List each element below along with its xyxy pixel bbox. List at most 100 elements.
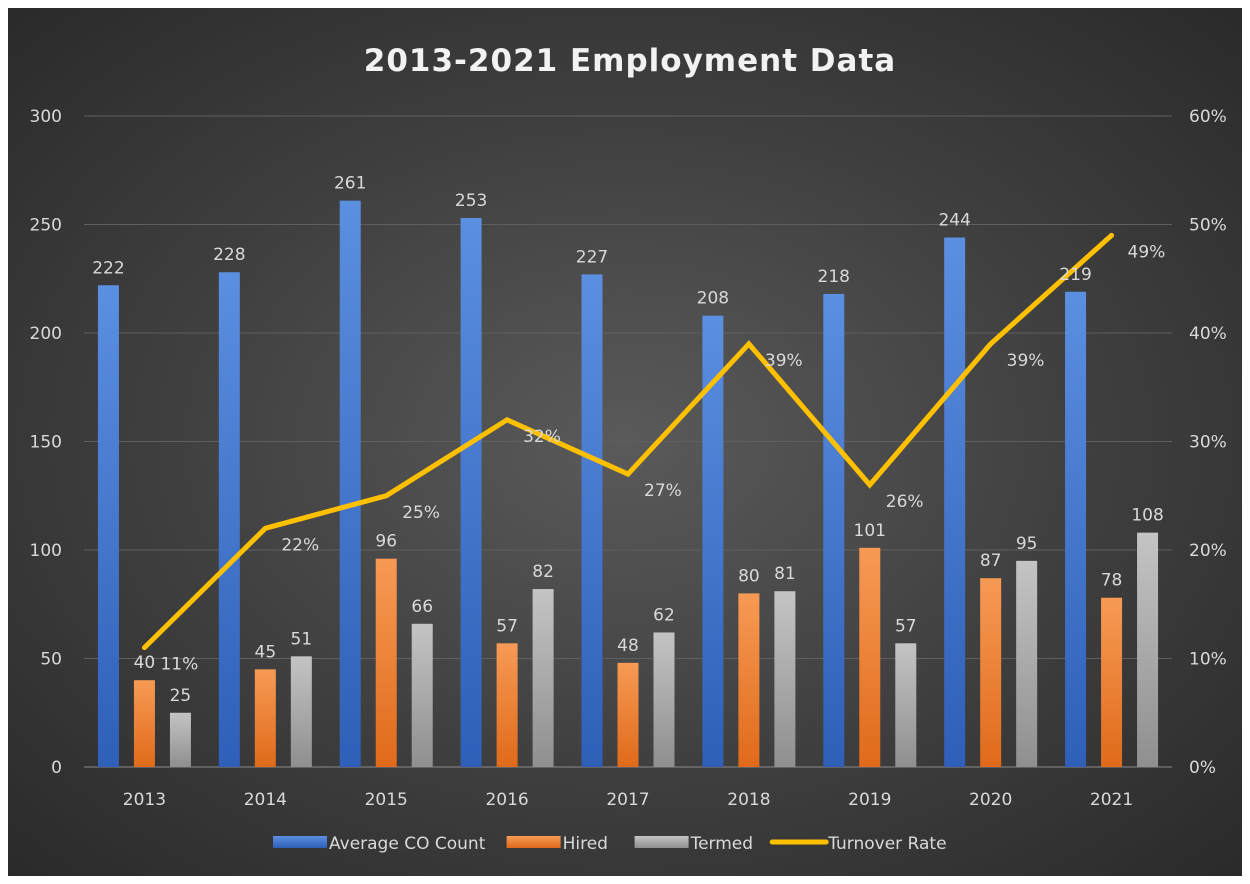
bar-average-co-count (218, 272, 240, 767)
bar-average-co-count (944, 237, 966, 767)
x-tick-label: 2019 (848, 790, 891, 810)
left-tick-label: 250 (30, 216, 62, 236)
label-turnover-rate: 39% (1007, 351, 1045, 371)
bar-average-co-count (702, 315, 724, 767)
label-termed: 81 (774, 564, 796, 584)
left-tick-label: 0 (51, 758, 62, 778)
bar-termed (290, 656, 312, 767)
x-tick-label: 2014 (244, 790, 287, 810)
right-tick-label: 60% (1189, 107, 1227, 127)
label-termed: 25 (170, 686, 192, 706)
label-average-co-count: 253 (455, 191, 487, 211)
bar-average-co-count (823, 293, 845, 767)
label-turnover-rate: 32% (523, 427, 561, 447)
x-tick-label: 2018 (727, 790, 770, 810)
bar-termed (169, 712, 191, 767)
label-hired: 45 (255, 642, 277, 662)
right-tick-label: 40% (1189, 324, 1227, 344)
label-hired: 96 (375, 532, 397, 552)
legend-average-co-count-swatch (273, 836, 327, 848)
bar-average-co-count (97, 285, 119, 767)
x-tick-label: 2020 (969, 790, 1012, 810)
right-axis-ticks: 0% 10% 20% 30% 40% 50% 60% (1189, 107, 1227, 778)
bar-termed (1137, 532, 1159, 767)
right-tick-label: 10% (1189, 650, 1227, 670)
chart-svg: 2013-2021 Employment Data 0 50 100 150 200 25… (30, 43, 1227, 854)
label-hired: 78 (1101, 571, 1123, 591)
label-turnover-rate: 27% (644, 481, 682, 501)
bar-hired (859, 547, 881, 767)
bar-average-co-count (581, 274, 603, 767)
label-termed: 108 (1131, 506, 1163, 526)
legend-turnover-rate-label: Turnover Rate (827, 834, 946, 854)
bar-hired (617, 662, 639, 767)
legend-termed-label: Termed (690, 834, 753, 854)
bar-termed (774, 591, 796, 767)
chart-title: 2013-2021 Employment Data (364, 43, 896, 79)
bar-hired (254, 669, 276, 767)
bar-hired (1101, 597, 1123, 767)
x-tick-label: 2021 (1090, 790, 1133, 810)
turnover-line (141, 232, 1115, 651)
left-tick-label: 50 (40, 650, 62, 670)
label-average-co-count: 261 (334, 174, 366, 194)
bar-hired (133, 680, 155, 767)
left-tick-label: 100 (30, 541, 62, 561)
bar-termed (895, 643, 917, 767)
label-termed: 62 (653, 605, 675, 625)
bar-termed (1016, 560, 1038, 767)
left-axis-ticks: 0 50 100 150 200 250 300 (30, 107, 62, 778)
x-tick-label: 2017 (606, 790, 649, 810)
label-average-co-count: 227 (576, 247, 608, 267)
label-hired: 48 (617, 636, 639, 656)
legend: Average CO Count Hired Termed Turnover Rate (273, 834, 947, 854)
x-tick-label: 2016 (485, 790, 528, 810)
label-termed: 82 (532, 562, 554, 582)
x-tick-label: 2015 (365, 790, 408, 810)
right-tick-label: 0% (1189, 758, 1216, 778)
label-termed: 95 (1016, 534, 1038, 554)
legend-termed-swatch (634, 836, 689, 848)
bars (97, 200, 1159, 768)
label-average-co-count: 244 (938, 211, 970, 231)
left-tick-label: 200 (30, 324, 62, 344)
right-tick-label: 30% (1189, 433, 1227, 453)
label-termed: 51 (291, 629, 313, 649)
label-turnover-rate: 39% (765, 351, 803, 371)
label-average-co-count: 218 (818, 267, 850, 287)
left-tick-label: 150 (30, 433, 62, 453)
label-hired: 80 (738, 566, 760, 586)
bar-hired (496, 643, 518, 767)
bar-average-co-count (1065, 291, 1087, 767)
legend-average-co-count-label: Average CO Count (329, 834, 486, 854)
chart-frame: 2013-2021 Employment Data 0 50 100 150 200 25… (8, 8, 1242, 876)
bar-termed (653, 632, 675, 767)
right-tick-label: 20% (1189, 541, 1227, 561)
label-average-co-count: 219 (1059, 265, 1091, 285)
label-turnover-rate: 22% (281, 535, 319, 555)
legend-hired-swatch (506, 836, 561, 848)
bar-termed (411, 623, 433, 767)
label-turnover-rate: 49% (1128, 242, 1166, 262)
bar-average-co-count (339, 200, 361, 767)
x-tick-label: 2013 (123, 790, 166, 810)
label-turnover-rate: 26% (886, 492, 924, 512)
label-hired: 101 (854, 521, 886, 541)
label-hired: 57 (496, 616, 518, 636)
label-turnover-rate: 11% (160, 655, 198, 675)
label-turnover-rate: 25% (402, 503, 440, 523)
label-average-co-count: 222 (92, 258, 124, 278)
bar-average-co-count (460, 217, 482, 768)
bar-hired (738, 593, 760, 767)
label-termed: 66 (411, 597, 433, 617)
legend-hired-label: Hired (563, 834, 608, 854)
label-termed: 57 (895, 616, 917, 636)
label-hired: 40 (134, 653, 156, 673)
data-labels: 222 40 25 228 45 51 261 96 66 253 57 82 227 48 62 208 80… (92, 174, 1165, 706)
bar-termed (532, 589, 554, 767)
left-tick-label: 300 (30, 107, 62, 127)
label-hired: 87 (980, 551, 1002, 571)
label-average-co-count: 228 (213, 245, 245, 265)
label-average-co-count: 208 (697, 289, 729, 309)
x-axis-ticks: 2013 2014 2015 2016 2017 2018 2019 2020 2021 (123, 790, 1133, 810)
